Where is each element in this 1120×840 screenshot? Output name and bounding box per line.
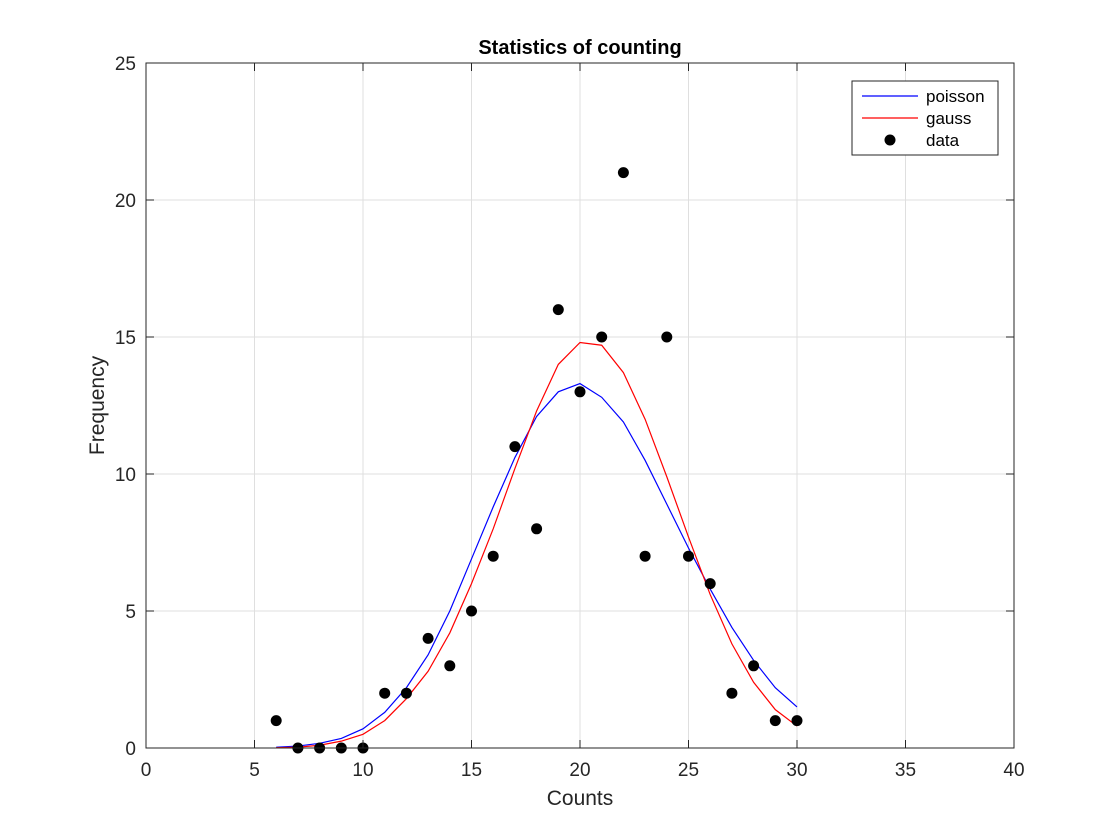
data-point xyxy=(487,550,499,562)
data-point xyxy=(617,167,629,179)
data-point xyxy=(596,331,608,343)
chart-title: Statistics of counting xyxy=(478,37,681,59)
x-tick-label: 35 xyxy=(895,760,916,781)
data-point xyxy=(466,605,477,617)
gauss-curve xyxy=(276,341,798,749)
data-point xyxy=(769,715,781,727)
data-point xyxy=(552,304,564,316)
y-axis-label: Frequency xyxy=(86,355,109,455)
x-tick-label: 30 xyxy=(786,760,807,781)
legend-data-swatch xyxy=(884,134,896,146)
data-point xyxy=(509,441,521,453)
data-point xyxy=(661,331,673,343)
poisson-curve xyxy=(276,382,798,748)
y-tick-label: 20 xyxy=(115,191,136,212)
data-point xyxy=(704,578,716,590)
data-point xyxy=(379,687,391,699)
legend-data-label: data xyxy=(926,131,960,150)
data-point xyxy=(639,550,651,562)
series-layer xyxy=(270,167,803,754)
x-tick-label: 5 xyxy=(249,760,260,781)
y-tick-label: 5 xyxy=(125,602,136,623)
data-point xyxy=(726,687,738,699)
x-tick-label: 20 xyxy=(569,760,590,781)
data-point xyxy=(683,550,694,562)
data-point xyxy=(400,687,412,699)
data-point xyxy=(531,523,543,535)
data-point xyxy=(574,386,586,398)
data-point xyxy=(791,715,803,727)
legend-gauss-label: gauss xyxy=(926,109,971,128)
data-point xyxy=(270,715,282,727)
x-tick-label: 0 xyxy=(141,760,152,781)
x-tick-label: 10 xyxy=(352,760,373,781)
grid-lines xyxy=(146,63,1014,748)
data-point xyxy=(444,660,456,672)
data-point xyxy=(748,660,760,672)
legend-items: poisson gauss data xyxy=(862,87,985,150)
x-axis-label: Counts xyxy=(547,787,614,810)
legend: poisson gauss data xyxy=(851,80,999,156)
axis-ticks: 0 5 10 15 20 25 30 35 40 0 5 10 15 20 25 xyxy=(115,54,1025,781)
data-point xyxy=(422,632,434,644)
y-tick-label: 15 xyxy=(115,328,136,349)
x-tick-label: 15 xyxy=(461,760,482,781)
x-tick-label: 40 xyxy=(1003,760,1024,781)
y-tick-label: 25 xyxy=(115,54,136,75)
y-tick-label: 10 xyxy=(115,465,136,486)
y-tick-label: 0 xyxy=(125,739,136,760)
x-tick-label: 25 xyxy=(678,760,699,781)
legend-poisson-label: poisson xyxy=(926,87,985,106)
